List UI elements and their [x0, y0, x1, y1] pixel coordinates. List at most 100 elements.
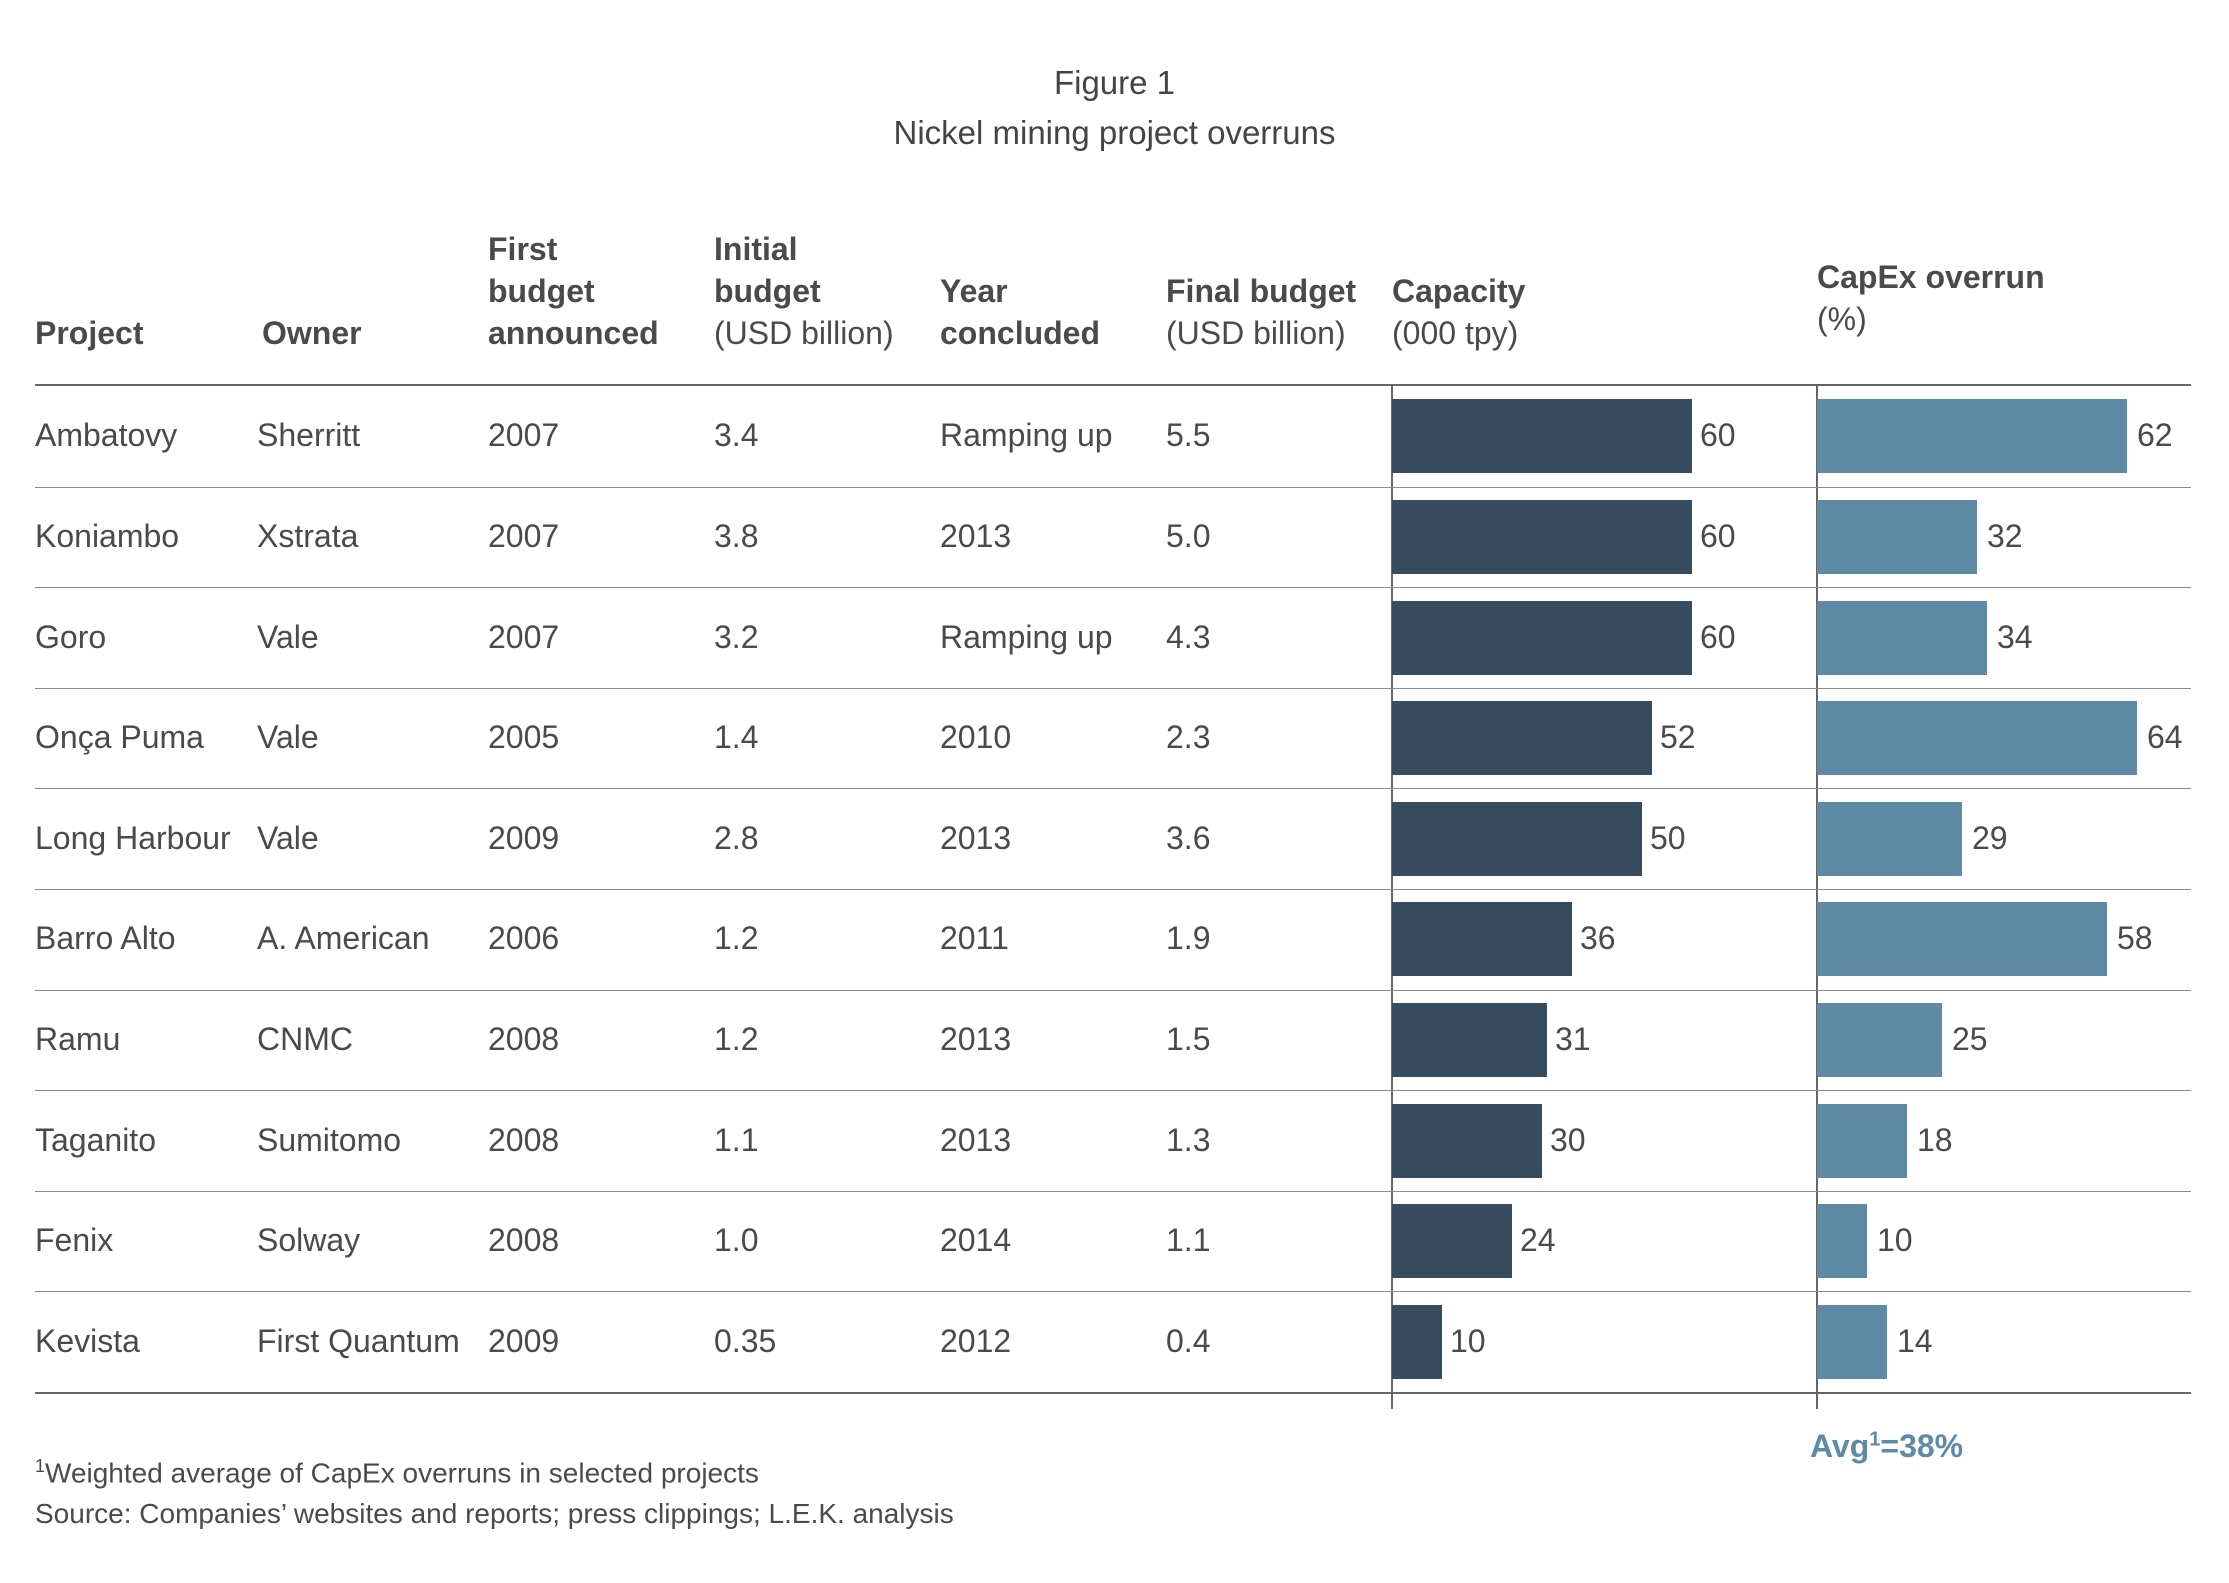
cell-owner: Xstrata — [257, 517, 359, 554]
header-rule — [35, 384, 2191, 386]
cell-project: Koniambo — [35, 517, 180, 554]
capacity-axis — [1391, 385, 1393, 1409]
capacity-value-label: 50 — [1650, 819, 1686, 856]
cell-project: Ambatovy — [35, 417, 178, 454]
capacity-bar — [1392, 801, 1642, 876]
capacity-bar — [1392, 1103, 1542, 1178]
capacity-bar — [1392, 1304, 1442, 1379]
row-divider — [35, 1090, 2191, 1092]
cell-year-concluded: 2010 — [940, 719, 1012, 756]
header-first-budget: First budget announced — [488, 231, 659, 351]
row-divider — [35, 587, 2191, 589]
header-year-concluded: Year concluded — [940, 273, 1101, 351]
capex-overrun-value-label: 29 — [1972, 819, 2008, 856]
cell-project: Kevista — [35, 1322, 140, 1359]
cell-project: Ramu — [35, 1020, 121, 1057]
cell-owner: Vale — [257, 819, 319, 856]
capex-overrun-bar — [1817, 1002, 1942, 1077]
cell-initial-budget: 2.8 — [714, 819, 759, 856]
figure-caption: Nickel mining project overruns — [893, 114, 1336, 151]
cell-project: Taganito — [35, 1121, 156, 1158]
capex-overrun-bar — [1817, 600, 1987, 675]
row-divider — [35, 1190, 2191, 1192]
row-divider — [35, 1291, 2191, 1293]
cell-owner: Sherritt — [257, 417, 361, 454]
figure-number: Figure 1 — [1053, 64, 1176, 101]
cell-first-budget: 2009 — [488, 1322, 560, 1359]
cell-owner: Vale — [257, 618, 319, 655]
cell-initial-budget: 0.35 — [714, 1322, 777, 1359]
header-capacity: Capacity (000 tpy) — [1392, 273, 1526, 351]
capex-overrun-value-label: 25 — [1952, 1020, 1988, 1057]
cell-project: Onça Puma — [35, 719, 204, 756]
capex-overrun-bar — [1817, 1103, 1907, 1178]
cell-initial-budget: 1.2 — [714, 1020, 759, 1057]
cell-final-budget: 4.3 — [1166, 618, 1211, 655]
capacity-value-label: 10 — [1450, 1322, 1486, 1359]
capacity-value-label: 60 — [1700, 417, 1736, 454]
cell-first-budget: 2009 — [488, 819, 560, 856]
capex-overrun-bar — [1817, 1304, 1887, 1379]
cell-year-concluded: 2013 — [940, 517, 1012, 554]
capex-overrun-value-label: 34 — [1997, 618, 2033, 655]
cell-final-budget: 3.6 — [1166, 819, 1211, 856]
header-final-budget: Final budget (USD billion) — [1166, 273, 1357, 351]
cell-first-budget: 2008 — [488, 1222, 560, 1259]
cell-project: Long Harbour — [35, 819, 231, 856]
cell-owner: A. American — [257, 920, 430, 957]
cell-first-budget: 2006 — [488, 920, 560, 957]
cell-year-concluded: 2012 — [940, 1322, 1012, 1359]
row-divider — [35, 486, 2191, 488]
capacity-value-label: 36 — [1580, 920, 1616, 957]
cell-project: Fenix — [35, 1222, 114, 1259]
cell-final-budget: 1.5 — [1166, 1020, 1211, 1057]
cell-owner: CNMC — [257, 1020, 353, 1057]
capacity-bar — [1392, 1002, 1547, 1077]
row-divider — [35, 989, 2191, 991]
cell-first-budget: 2007 — [488, 517, 560, 554]
capex-overrun-value-label: 18 — [1917, 1121, 1953, 1158]
capex-overrun-bar — [1817, 1204, 1867, 1279]
row-divider — [35, 687, 2191, 689]
capacity-value-label: 24 — [1520, 1222, 1556, 1259]
cell-year-concluded: 2014 — [940, 1222, 1012, 1259]
capex-overrun-value-label: 10 — [1877, 1222, 1913, 1259]
cell-initial-budget: 3.4 — [714, 417, 759, 454]
cell-year-concluded: Ramping up — [940, 618, 1113, 655]
cell-owner: First Quantum — [257, 1322, 460, 1359]
capacity-value-label: 60 — [1700, 618, 1736, 655]
cell-first-budget: 2007 — [488, 618, 560, 655]
cell-initial-budget: 1.1 — [714, 1121, 759, 1158]
cell-final-budget: 1.9 — [1166, 920, 1211, 957]
capacity-bar — [1392, 1204, 1512, 1279]
cell-owner: Sumitomo — [257, 1121, 402, 1158]
capacity-bar — [1392, 600, 1692, 675]
cell-final-budget: 1.3 — [1166, 1121, 1211, 1158]
cell-owner: Vale — [257, 719, 319, 756]
capacity-bar — [1392, 399, 1692, 474]
capex-axis — [1816, 385, 1818, 1409]
capacity-value-label: 30 — [1550, 1121, 1586, 1158]
cell-initial-budget: 1.2 — [714, 920, 759, 957]
capacity-bar — [1392, 499, 1692, 574]
source-note: Source: Companies’ websites and reports;… — [35, 1498, 954, 1529]
header-capex-overrun: CapEx overrun (%) — [1817, 259, 2045, 337]
capex-overrun-value-label: 14 — [1897, 1322, 1933, 1359]
capex-overrun-bar — [1817, 902, 2107, 977]
header-owner: Owner — [262, 315, 362, 351]
cell-project: Barro Alto — [35, 920, 176, 957]
footnote: 1Weighted average of CapEx overruns in s… — [35, 1456, 759, 1489]
cell-final-budget: 5.0 — [1166, 517, 1211, 554]
figure-title: Figure 1 Nickel mining project overruns — [0, 58, 2229, 158]
cell-initial-budget: 1.0 — [714, 1222, 759, 1259]
capacity-value-label: 52 — [1660, 719, 1696, 756]
cell-year-concluded: 2013 — [940, 1121, 1012, 1158]
cell-initial-budget: 3.8 — [714, 517, 759, 554]
capacity-bar — [1392, 902, 1572, 977]
capex-overrun-bar — [1817, 499, 1977, 574]
row-divider — [35, 1392, 2191, 1394]
capex-overrun-bar — [1817, 801, 1962, 876]
cell-final-budget: 5.5 — [1166, 417, 1211, 454]
header-initial-budget: Initial budget (USD billion) — [714, 231, 894, 351]
cell-final-budget: 0.4 — [1166, 1322, 1211, 1359]
